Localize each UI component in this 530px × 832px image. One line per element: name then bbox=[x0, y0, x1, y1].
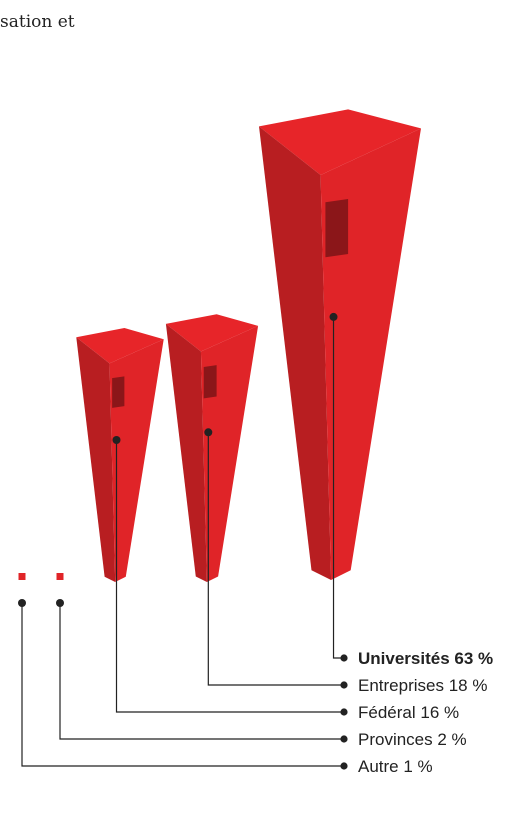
block-autre bbox=[18, 573, 26, 580]
block-entreprises-front-face bbox=[165, 323, 207, 582]
leader-line-federal bbox=[115, 440, 344, 713]
block-federal-right-face bbox=[109, 339, 164, 582]
label-bullet-universites bbox=[340, 654, 348, 662]
block-entreprises-right-face bbox=[200, 325, 259, 582]
block-universites-top-face bbox=[259, 109, 421, 175]
label-bullet-federal bbox=[340, 708, 348, 716]
block-federal-front-face bbox=[76, 337, 116, 582]
leader-dot-universites bbox=[329, 312, 338, 321]
block-federal-notch bbox=[112, 376, 125, 408]
leader-line-autre bbox=[21, 603, 344, 767]
block-federal-top-face bbox=[76, 328, 164, 364]
block-universites-front-face bbox=[259, 126, 332, 581]
leader-line-entreprises bbox=[207, 432, 344, 686]
leader-dot-autre bbox=[18, 599, 26, 607]
label-federal: Fédéral 16 % bbox=[358, 703, 459, 722]
leader-dot-entreprises bbox=[204, 428, 213, 437]
label-autre: Autre 1 % bbox=[358, 757, 433, 776]
label-bullet-autre bbox=[340, 762, 348, 770]
label-universites: Universités 63 % bbox=[358, 649, 493, 668]
block-universites-right-face bbox=[320, 128, 421, 580]
block-entreprises-top-face bbox=[165, 314, 259, 352]
leader-line-provinces bbox=[59, 603, 344, 740]
leader-dot-federal bbox=[112, 436, 121, 445]
label-bullet-entreprises bbox=[340, 681, 348, 689]
label-entreprises: Entreprises 18 % bbox=[358, 676, 487, 695]
block-universites-notch bbox=[325, 198, 349, 258]
label-bullet-provinces bbox=[340, 735, 348, 743]
leader-dot-provinces bbox=[56, 599, 64, 607]
label-provinces: Provinces 2 % bbox=[358, 730, 467, 749]
intro-text-fragment: sation et bbox=[0, 12, 75, 32]
block-provinces bbox=[56, 573, 64, 580]
block-entreprises-notch bbox=[203, 365, 217, 399]
